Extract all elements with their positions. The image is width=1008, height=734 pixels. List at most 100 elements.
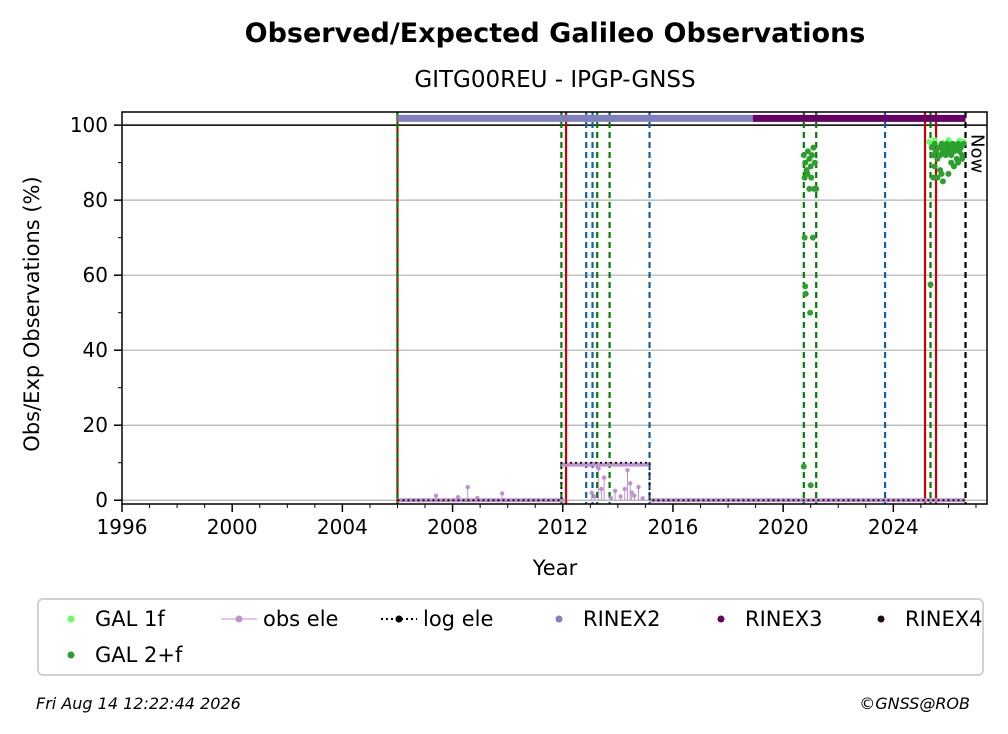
x-tick-label: 2016	[648, 515, 699, 539]
obs-ele-point	[589, 490, 594, 495]
legend-label: RINEX3	[745, 607, 823, 631]
legend-marker-svg	[381, 615, 417, 623]
gal-2f-point	[807, 163, 814, 170]
gal-1f-point	[926, 139, 933, 146]
gal-2f-point	[804, 170, 811, 177]
gal-2f-point	[801, 234, 808, 241]
gal-2f-point	[810, 144, 817, 151]
legend-label: obs ele	[263, 607, 339, 631]
legend-item-gal-2f: GAL 2+f	[51, 640, 182, 670]
y-tick-label: 40	[83, 338, 108, 362]
legend-marker	[51, 645, 91, 665]
chart-title: Observed/Expected Galileo Observations	[245, 18, 866, 49]
x-tick-label: 2008	[427, 515, 478, 539]
legend-marker	[379, 609, 419, 629]
y-tick-label: 100	[70, 113, 108, 137]
obs-ele-point	[465, 484, 470, 490]
legend-label: RINEX4	[905, 607, 983, 631]
footer-timestamp: Fri Aug 14 12:22:44 2026	[36, 694, 241, 713]
obs-ele-point	[628, 481, 633, 486]
legend-marker	[701, 609, 741, 629]
gal-2f-point	[806, 185, 813, 192]
legend-marker-svg	[555, 615, 563, 623]
legend-dot	[67, 651, 75, 659]
legend-dot	[395, 615, 403, 623]
gal-2f-point	[802, 159, 809, 166]
gal-2f-point	[809, 152, 816, 159]
gal-2f-point	[800, 152, 807, 159]
x-axis-label: Year	[532, 556, 578, 580]
gal-2f-point	[939, 178, 946, 185]
obs-ele-point	[622, 486, 627, 492]
legend-marker	[861, 609, 901, 629]
grid-lines	[122, 124, 987, 501]
x-tick-label: 2024	[868, 515, 919, 539]
legend-dot	[555, 615, 563, 623]
now-label: Now	[967, 134, 988, 173]
obs-ele-point	[433, 493, 439, 498]
obs-ele-point	[636, 484, 641, 490]
y-axis-label: Obs/Exp Observations (%)	[20, 176, 44, 451]
obs-ele-point	[592, 494, 597, 499]
plot-frame	[121, 111, 988, 505]
obs-ele-point	[601, 475, 607, 480]
gal-2f-point	[802, 290, 809, 297]
chart-subtitle: GITG00REU - IPGP-GNSS	[414, 67, 695, 93]
gal-2f-point	[955, 159, 962, 166]
gal-2f-point	[959, 155, 966, 162]
legend-item-gal-1f: GAL 1f	[51, 604, 165, 634]
legend-item-rinex2: RINEX2	[539, 604, 661, 634]
legend-label: GAL 2+f	[95, 643, 183, 667]
legend-label: RINEX2	[583, 607, 661, 631]
legend-marker	[51, 609, 91, 629]
legend-marker	[539, 609, 579, 629]
gal-2f-point	[811, 159, 818, 166]
gal-2f-point	[813, 185, 820, 192]
gal-2f-point	[807, 309, 814, 316]
gal-2f-point	[934, 174, 941, 181]
gal-2f-point	[800, 463, 807, 470]
obs-ele-point	[499, 491, 505, 496]
legend-dot	[717, 615, 725, 623]
obs-ele-point	[596, 466, 601, 471]
data-marks	[397, 114, 967, 503]
obs-ele-point	[608, 495, 614, 501]
legend-dot	[67, 615, 75, 623]
legend-marker-svg	[67, 651, 75, 659]
gal-2f-point	[938, 170, 945, 177]
gal-2f-point	[945, 170, 952, 177]
x-tick-label: 2012	[537, 515, 588, 539]
x-tick-label: 1996	[97, 515, 148, 539]
legend-item-rinex3: RINEX3	[701, 604, 823, 634]
legend-item-obs-ele: obs ele	[219, 604, 338, 634]
y-tick-label: 0	[95, 488, 108, 512]
obs-ele-point	[455, 495, 461, 500]
legend-item-log-ele: log ele	[379, 604, 493, 634]
legend-marker-svg	[877, 615, 885, 623]
y-tick-label: 20	[83, 413, 108, 437]
gal-2f-point	[931, 163, 938, 170]
legend-marker-svg	[221, 615, 257, 623]
x-tick-label: 2020	[758, 515, 809, 539]
legend-label: GAL 1f	[95, 607, 165, 631]
event-lines	[396, 112, 967, 504]
gal-2f-point	[927, 281, 934, 288]
obs-ele-point	[640, 496, 645, 501]
obs-ele-point	[599, 486, 604, 492]
x-tick-label: 2004	[317, 515, 368, 539]
obs-ele-point	[618, 494, 623, 499]
legend-dot	[235, 615, 243, 623]
gal-2f-point	[802, 283, 809, 290]
footer-credit: ©GNSS@ROB	[859, 694, 970, 713]
legend-dot	[877, 615, 885, 623]
obs-ele-point	[612, 488, 618, 494]
legend-label: log ele	[423, 607, 494, 631]
log-ele-line	[397, 461, 966, 502]
gal-2f-point	[808, 174, 815, 181]
y-tick-label: 60	[83, 263, 108, 287]
legend-marker-svg	[67, 615, 75, 623]
gal-2f-point	[809, 234, 816, 241]
legend-marker	[219, 609, 259, 629]
gal-2f-point	[930, 174, 937, 181]
